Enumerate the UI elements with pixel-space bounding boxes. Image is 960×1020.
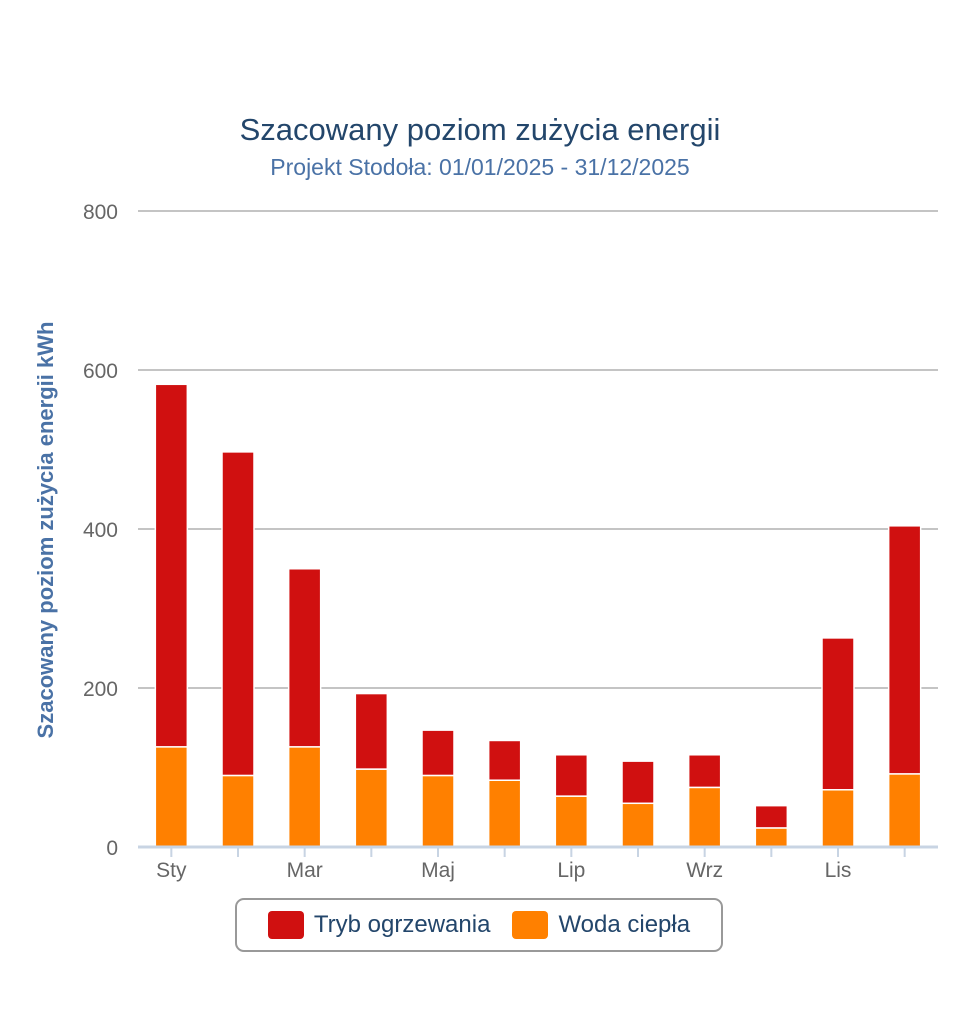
legend-label-hot-water: Woda ciepła [558, 911, 691, 938]
bar-hot-water [487, 779, 522, 848]
y-tick-label: 200 [83, 678, 118, 701]
bar-hot-water [621, 802, 655, 848]
y-tick-label: 800 [83, 201, 118, 224]
bar-heating [621, 760, 655, 805]
chart-subtitle: Projekt Stodoła: 01/01/2025 - 31/12/2025 [270, 154, 690, 180]
bar-hot-water [287, 746, 322, 848]
bar-hot-water [754, 827, 789, 848]
legend-item-hot-water[interactable]: Woda ciepła [512, 911, 690, 939]
legend-swatch-heating [267, 911, 304, 939]
y-axis-label: Szacowany poziom zużycia energii kWh [33, 322, 58, 739]
bar-heating [754, 804, 789, 829]
bar-heating [421, 729, 455, 777]
bar-heating [554, 754, 589, 797]
bar-heating [487, 739, 522, 781]
bar-heating [221, 451, 255, 777]
bar-heating [354, 692, 389, 770]
bar-heating [287, 568, 322, 748]
x-tick-label: Lip [557, 859, 585, 882]
y-tick-label: 600 [83, 360, 118, 383]
bar-heating [687, 754, 722, 789]
legend-item-heating[interactable]: Tryb ogrzewania [267, 911, 491, 939]
bar-heating [154, 383, 189, 748]
bar-hot-water [821, 789, 855, 848]
bar-hot-water [354, 768, 389, 848]
bar-hot-water [887, 773, 922, 848]
bar-hot-water [221, 774, 255, 848]
bar-heating [887, 525, 922, 775]
y-tick-label: 400 [83, 519, 118, 542]
bar-hot-water [554, 795, 589, 848]
x-tick-label: Mar [287, 859, 323, 882]
x-tick-label: Maj [421, 859, 455, 882]
legend-swatch-hot-water [512, 911, 549, 939]
bar-heating [821, 637, 855, 791]
y-tick-label: 0 [106, 837, 118, 860]
x-tick-label: Sty [156, 859, 187, 882]
legend: Tryb ogrzewania Woda ciepła [235, 898, 723, 952]
bar-hot-water [421, 774, 455, 848]
bar-hot-water [154, 746, 189, 848]
chart-title: Szacowany poziom zużycia energii [239, 112, 721, 147]
x-tick-label: Lis [825, 859, 852, 882]
x-tick-label: Wrz [686, 859, 723, 882]
legend-label-heating: Tryb ogrzewania [313, 911, 491, 938]
bar-hot-water [687, 786, 722, 848]
